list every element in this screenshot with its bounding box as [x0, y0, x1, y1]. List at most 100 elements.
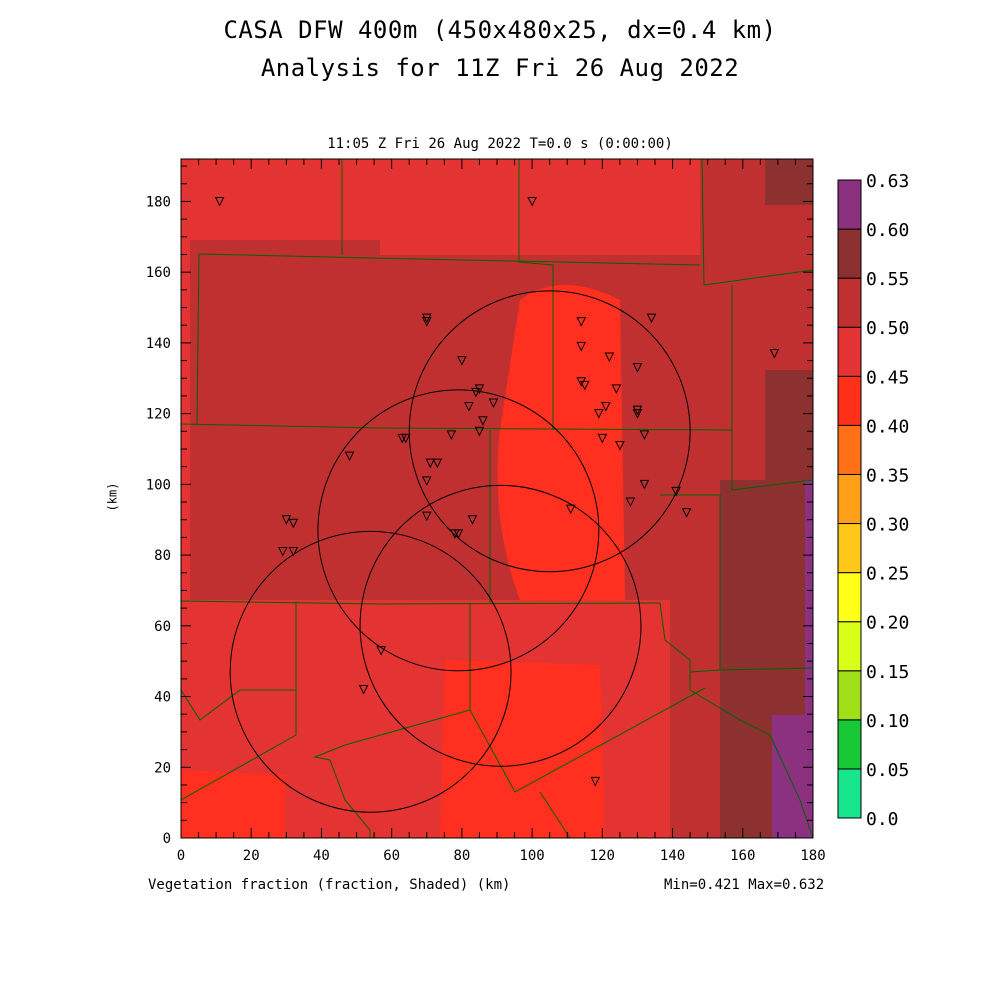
colorbar-bin — [837, 424, 862, 475]
colorbar-bin — [837, 719, 862, 770]
tick-labels: 0 20 40 60 80 100 120 140 160 180 0 20 40 60 80 100 120 1… — [146, 194, 826, 864]
colorbar-bin — [837, 768, 862, 819]
x-tick-label: 160 — [730, 848, 755, 864]
radar-range-ring — [359, 484, 642, 767]
station-marker-icon — [344, 451, 355, 462]
y-tick-label: 120 — [146, 407, 171, 423]
station-marker-icon — [576, 317, 587, 327]
colorbar-bin — [837, 326, 862, 377]
colorbar-bin — [837, 179, 862, 230]
station-marker-icon — [278, 547, 288, 557]
station-marker-icon — [358, 684, 369, 695]
station-marker-icon — [432, 458, 443, 469]
colorbar-bin — [837, 473, 862, 525]
x-tick-label: 100 — [519, 848, 544, 864]
station-marker-icon — [214, 196, 225, 207]
station-marker-icon — [639, 479, 650, 490]
y-tick-label: 60 — [154, 619, 171, 635]
station-marker-icon — [471, 387, 481, 398]
x-tick-label: 60 — [383, 848, 400, 864]
station-marker-icon — [421, 317, 432, 327]
station-marker-icon — [639, 430, 650, 440]
colorbar-bin — [837, 375, 862, 426]
station-marker-icon — [425, 458, 436, 469]
shade-040-045-bottom — [440, 660, 605, 838]
station-marker-icon — [604, 352, 615, 363]
x-tick-label: 0 — [177, 848, 185, 864]
station-marker-icon — [457, 356, 467, 366]
colorbar-bin — [837, 523, 862, 574]
colorbar-label: 0.0 — [866, 809, 899, 830]
colorbar-label: 0.40 — [866, 416, 909, 437]
colorbar-label: 0.55 — [866, 269, 909, 290]
station-marker-icon — [464, 402, 474, 412]
radar-range-rings — [229, 290, 691, 813]
y-tick-label: 0 — [163, 831, 171, 847]
y-tick-label: 80 — [154, 548, 171, 564]
colorbar-bin — [837, 572, 862, 623]
station-marker-icon — [615, 440, 625, 451]
title-line2: Analysis for 11Z Fri 26 Aug 2022 — [260, 54, 740, 82]
station-markers — [214, 196, 780, 787]
colorbar-bin — [837, 228, 862, 279]
colorbar: 0.0 0.05 0.10 0.15 0.20 0.25 0.30 0.35 0.40 0.45 0… — [837, 171, 909, 830]
shade-040-045-center — [497, 285, 625, 600]
y-tick-label: 40 — [154, 690, 171, 706]
station-marker-icon — [590, 776, 601, 787]
station-marker-icon — [281, 515, 292, 525]
station-marker-icon — [579, 380, 590, 391]
y-tick-label: 160 — [146, 265, 171, 281]
min-max-readout: Min=0.421 Max=0.632 — [664, 877, 825, 893]
colorbar-label: 0.35 — [866, 465, 909, 486]
x-tick-label: 80 — [453, 848, 470, 864]
station-marker-icon — [527, 196, 537, 207]
y-tick-label: 180 — [146, 194, 171, 210]
title-line1: CASA DFW 400m (450x480x25, dx=0.4 km) — [223, 16, 777, 44]
colorbar-label: 0.05 — [866, 760, 909, 781]
county-boundaries — [181, 159, 813, 838]
x-tick-label: 20 — [243, 848, 260, 864]
station-marker-icon — [421, 511, 432, 522]
colorbar-bin — [837, 277, 862, 328]
station-marker-icon — [288, 547, 299, 557]
y-tick-label: 140 — [146, 336, 171, 352]
station-marker-icon — [597, 433, 608, 444]
x-tick-label: 140 — [660, 848, 685, 864]
station-marker-icon — [632, 363, 643, 373]
station-marker-icon — [632, 409, 643, 419]
station-marker-icon — [681, 508, 692, 518]
y-axis-label: (km) — [105, 482, 120, 512]
colorbar-label: 0.10 — [866, 711, 909, 732]
colorbar-label: 0.20 — [866, 613, 909, 634]
station-marker-icon — [625, 497, 636, 508]
colorbar-label: 0.15 — [866, 662, 909, 683]
radar-range-ring — [408, 290, 691, 573]
station-marker-icon — [611, 384, 622, 394]
station-marker-icon — [446, 430, 457, 440]
y-tick-label: 20 — [154, 760, 171, 776]
station-marker-icon — [601, 402, 611, 412]
shade-060-063 — [772, 480, 813, 838]
station-marker-icon — [400, 433, 411, 444]
colorbar-label: 0.60 — [866, 220, 909, 241]
station-marker-icon — [671, 486, 681, 497]
x-tick-label: 40 — [313, 848, 330, 864]
colorbar-label: 0.30 — [866, 515, 909, 536]
station-marker-icon — [288, 518, 299, 529]
colorbar-bin — [837, 670, 862, 721]
plot-subtitle: 11:05 Z Fri 26 Aug 2022 T=0.0 s (0:00:00… — [327, 136, 673, 152]
x-tick-label: 180 — [800, 848, 825, 864]
station-marker-icon — [453, 529, 464, 539]
x-tick-label: 120 — [590, 848, 615, 864]
station-marker-icon — [565, 504, 576, 515]
station-marker-icon — [467, 515, 478, 525]
station-marker-icon — [478, 416, 488, 426]
radar-range-ring — [317, 389, 600, 672]
colorbar-label: 0.50 — [866, 318, 909, 339]
station-marker-icon — [421, 476, 432, 486]
colorbar-bin — [837, 621, 862, 672]
y-tick-label: 100 — [146, 477, 171, 493]
axis-ticks — [180, 159, 814, 839]
